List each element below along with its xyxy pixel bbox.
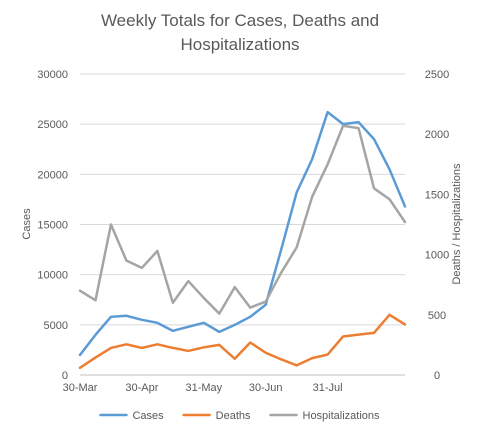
- y-left-tick-label: 0: [62, 370, 68, 382]
- legend-label-cases: Cases: [132, 410, 164, 422]
- y-left-tick-label: 5000: [44, 320, 68, 332]
- y-right-tick-label: 500: [428, 310, 446, 322]
- y-right-tick-label: 0: [434, 370, 440, 382]
- y-right-tick-label: 1500: [425, 189, 449, 201]
- series-lines: [78, 110, 407, 370]
- gridlines: [80, 73, 405, 326]
- y-axis-left-title: Cases: [21, 208, 33, 240]
- x-tick-label: 31-May: [185, 382, 222, 394]
- y-left-tick-label: 20000: [37, 169, 68, 181]
- chart-title-line-1: Weekly Totals for Cases, Deaths and: [101, 11, 379, 30]
- y-left-tick-label: 25000: [37, 119, 68, 131]
- x-tick-label: 30-Jun: [249, 382, 283, 394]
- series-line-hospitalizations: [78, 124, 407, 315]
- y-right-tick-label: 1000: [425, 250, 449, 262]
- y-left-tick-label: 15000: [37, 220, 68, 232]
- x-tick-label: 30-Mar: [63, 382, 98, 394]
- y-right-tick-label: 2500: [425, 69, 449, 81]
- legend: Cases Deaths Hospitalizations: [99, 410, 381, 422]
- series-line-cases: [78, 110, 407, 357]
- y-axis-right-title: Deaths / Hospitalizations: [451, 163, 463, 285]
- axes: 0 5000 10000 15000 20000 25000 30000 0 500 1000 15…: [37, 69, 449, 394]
- y-left-tick-label: 30000: [37, 69, 68, 81]
- legend-label-deaths: Deaths: [216, 410, 251, 422]
- chart-title-line-2: Hospitalizations: [180, 35, 299, 54]
- y-right-tick-label: 2000: [425, 129, 449, 141]
- x-tick-label: 31-Jul: [313, 382, 343, 394]
- y-left-tick-label: 10000: [37, 270, 68, 282]
- x-tick-label: 30-Apr: [125, 382, 158, 394]
- legend-label-hospitalizations: Hospitalizations: [303, 410, 381, 422]
- series-line-deaths: [78, 313, 407, 370]
